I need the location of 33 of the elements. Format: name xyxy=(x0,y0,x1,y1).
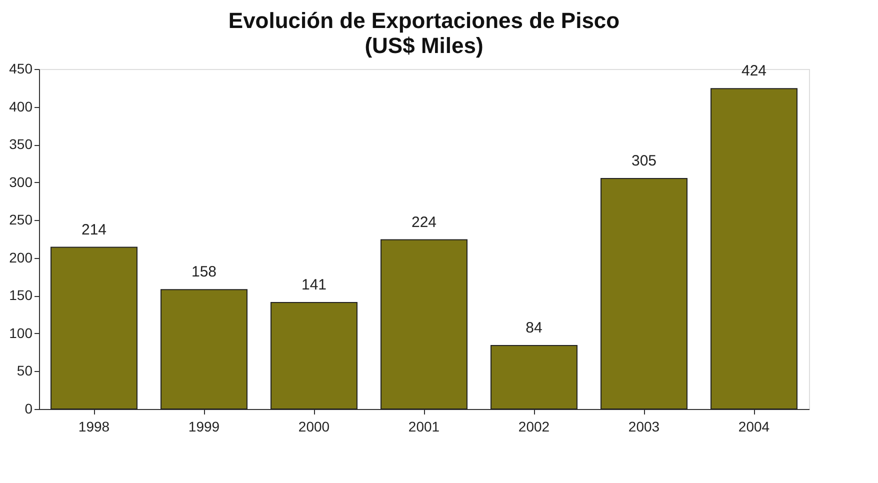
bar xyxy=(50,246,138,410)
x-tick-label: 2002 xyxy=(518,418,550,434)
bar xyxy=(160,289,248,410)
data-label: 84 xyxy=(526,320,542,337)
data-label: 424 xyxy=(741,62,767,80)
x-tick-label: 2001 xyxy=(408,418,440,434)
y-tick-label: 300 xyxy=(9,174,33,190)
chart-subtitle: (US$ Miles) xyxy=(364,33,484,58)
chart-title: Evolución de Exportaciones de Pisco xyxy=(228,8,620,33)
y-tick-label: 100 xyxy=(9,324,33,341)
data-label: 214 xyxy=(81,221,107,238)
data-label: 305 xyxy=(631,152,657,170)
x-tick-label: 1999 xyxy=(188,418,220,434)
y-tick-label: 250 xyxy=(9,212,33,228)
bar xyxy=(490,345,578,410)
data-label: 141 xyxy=(301,276,327,294)
data-label: 224 xyxy=(411,214,437,231)
bar xyxy=(380,239,468,410)
y-tick-label: 50 xyxy=(16,362,33,379)
bar xyxy=(270,302,358,410)
data-label: 158 xyxy=(191,264,217,281)
y-tick-label: 450 xyxy=(9,60,33,76)
y-tick-label: 0 xyxy=(24,400,33,416)
x-tick-label: 1998 xyxy=(78,418,110,434)
x-tick-label: 2000 xyxy=(298,418,330,434)
bar xyxy=(600,178,688,410)
bar xyxy=(710,88,798,410)
y-tick-label: 200 xyxy=(9,249,33,266)
y-tick-label: 400 xyxy=(9,98,33,114)
y-tick-label: 150 xyxy=(9,287,33,304)
x-tick-label: 2003 xyxy=(628,418,660,434)
y-tick-label: 350 xyxy=(9,136,33,152)
x-tick-label: 2004 xyxy=(738,418,770,434)
